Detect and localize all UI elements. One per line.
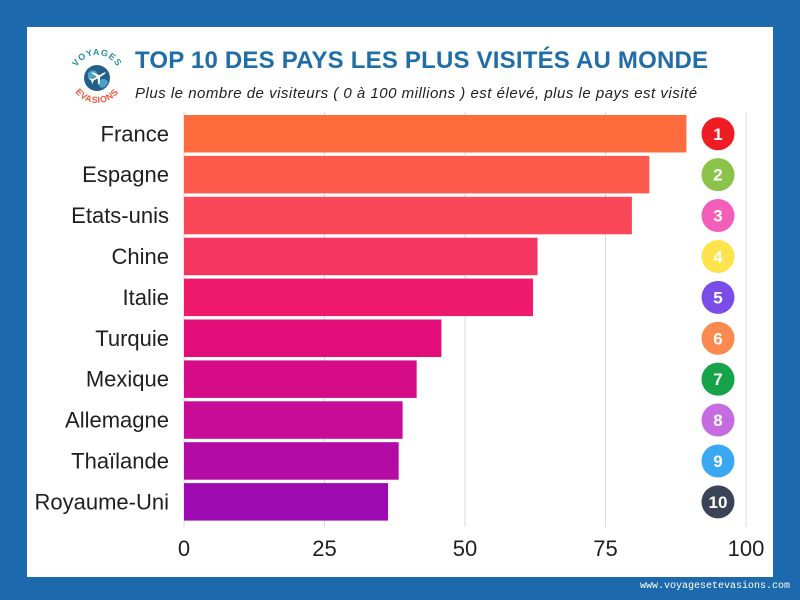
voyages-evasions-logo: VOYAGES EVASIONS (63, 43, 131, 111)
rank-number-7: 7 (713, 370, 722, 389)
rank-badge-9 (701, 444, 735, 478)
bar-allemagne (184, 401, 403, 439)
category-label-allemagne: Allemagne (65, 408, 169, 433)
bar-royaume-uni (184, 483, 389, 521)
category-label-royaume-uni: Royaume-Uni (35, 489, 170, 514)
category-label-italie: Italie (123, 285, 169, 310)
x-tick-label-25: 25 (312, 536, 336, 561)
rank-badge-8 (701, 403, 735, 437)
rank-number-6: 6 (713, 329, 722, 348)
x-tick-label-75: 75 (593, 536, 617, 561)
rank-number-2: 2 (713, 166, 722, 185)
bar-italie (184, 278, 534, 317)
chart-title: TOP 10 DES PAYS LES PLUS VISITÉS AU MOND… (135, 47, 709, 74)
category-label-espagne: Espagne (82, 162, 169, 187)
category-label-turquie: Turquie (95, 326, 169, 351)
chart-subtitle: Plus le nombre de visiteurs ( 0 à 100 mi… (135, 85, 698, 102)
airplane-shape (89, 72, 107, 85)
bar-espagne (184, 155, 650, 194)
bar-france (184, 115, 687, 153)
bar-thailande (184, 442, 399, 480)
rank-number-3: 3 (713, 207, 722, 226)
category-label-thailande: Thaïlande (71, 448, 169, 473)
x-tick-label-0: 0 (178, 536, 190, 561)
rank-number-10: 10 (709, 493, 728, 512)
bar-chine (184, 237, 538, 276)
bar-etats-unis (184, 196, 632, 235)
airplane-icon (89, 72, 107, 85)
website-url: www.voyagesetevasions.com (639, 581, 790, 592)
globe-continent-shape (87, 70, 98, 80)
category-label-france: France (101, 121, 169, 146)
rank-number-4: 4 (713, 247, 723, 266)
category-label-etats-unis: Etats-unis (71, 203, 169, 228)
category-label-chine: Chine (112, 244, 169, 269)
rank-badge-10 (701, 485, 735, 519)
rank-badge-1 (701, 117, 735, 151)
category-label-mexique: Mexique (86, 367, 169, 392)
bar-mexique (184, 360, 417, 398)
rank-badge-5 (701, 280, 735, 314)
rank-number-5: 5 (713, 288, 722, 307)
globe-continent-shape (98, 78, 108, 88)
rank-badge-3 (701, 199, 735, 233)
rank-badge-4 (701, 239, 735, 273)
bar-turquie (184, 319, 442, 357)
rank-number-9: 9 (713, 452, 722, 471)
rank-number-1: 1 (713, 125, 722, 144)
rank-badge-6 (701, 321, 735, 355)
rank-badge-2 (701, 158, 735, 192)
rank-number-8: 8 (713, 411, 722, 430)
x-tick-label-50: 50 (453, 536, 477, 561)
rank-badge-7 (701, 362, 735, 396)
x-tick-label-100: 100 (728, 536, 765, 561)
